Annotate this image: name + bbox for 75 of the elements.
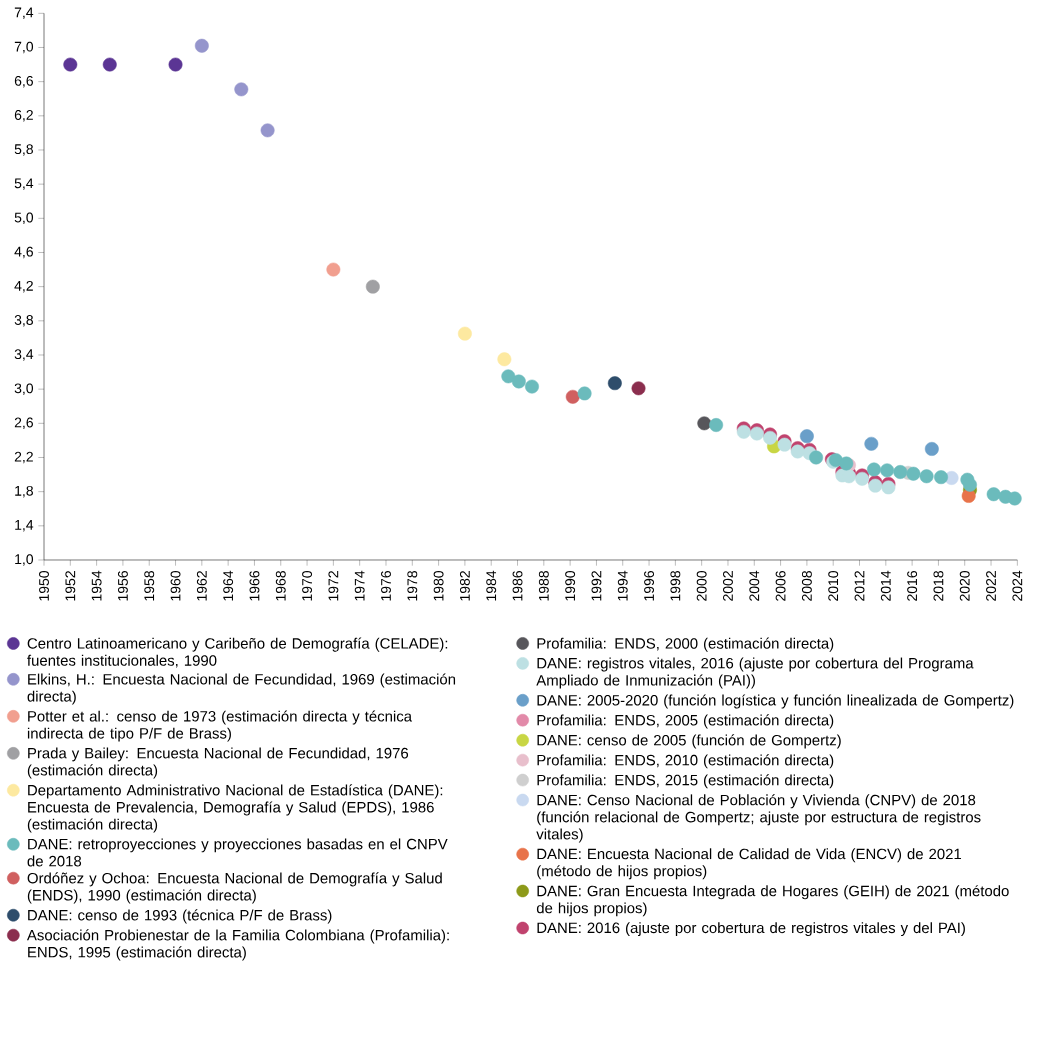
legend-label: DANE: censo de 2005 (función de Gompertz) — [537, 734, 841, 749]
x-tick-label: 2006 — [775, 571, 786, 601]
y-tick-label: 5,4 — [14, 178, 34, 190]
legend-label: Profamilia: ENDS, 2015 (estimación directa) — [537, 774, 834, 789]
x-tick-label: 2016 — [907, 571, 918, 601]
y-tick-label: 7,4 — [15, 7, 34, 20]
x-tick-label: 1958 — [144, 571, 155, 601]
x-tick-label: 2024 — [1012, 570, 1023, 601]
x-tick-label: 1960 — [170, 570, 181, 601]
x-tick-label: 1978 — [407, 571, 418, 601]
y-tick-label: 3,8 — [14, 315, 34, 327]
x-tick-label: 1996 — [644, 571, 655, 601]
legend-label: DANE: registros vitales, 2016 (ajuste por cobertura del Programa Ampliado de Inmunización (PAI)) — [536, 657, 974, 689]
x-tick-label: 2020 — [959, 570, 970, 601]
x-tick-label: 1982 — [460, 571, 471, 601]
x-tick-label: 2002 — [723, 571, 734, 601]
y-tick-label: 1,0 — [15, 554, 34, 566]
x-tick-label: 1990 — [565, 570, 576, 601]
legend-label: DANE: censo de 1993 (técnica P/F de Brass) — [28, 909, 332, 924]
legend-label: DANE: Gran Encuesta Integrada de Hogares (GEIH) de 2021 (método de hijos propios) — [537, 885, 1009, 917]
x-tick-label: 2000 — [696, 570, 707, 601]
legend-label: Centro Latinoamericano y Caribeño de Demografía (CELADE): fuentes institucionales, 1990 — [27, 637, 448, 668]
x-tick-label: 1976 — [381, 571, 392, 601]
legend-label: DANE: 2016 (ajuste por cobertura de registros vitales y del PAI) — [537, 922, 966, 937]
legend-label: DANE: Censo Nacional de Población y Vivienda (CNPV) de 2018 (función relacional de Gompertz; ajuste por estructura de registros vitales) — [536, 794, 981, 843]
x-tick-label: 1950 — [39, 570, 50, 601]
x-tick-label: 1970 — [302, 570, 313, 601]
x-tick-label: 1988 — [539, 571, 549, 601]
legend-label: Potter et al.: censo de 1973 (estimación directa y técnica indirecta de tipo P/F de Brass) — [28, 710, 413, 742]
x-tick-label: 1984 — [486, 570, 497, 601]
legend-label: DANE: Encuesta Nacional de Calidad de Vida (ENCV) de 2021 (método de hijos propios) — [537, 848, 962, 880]
x-tick-label: 1980 — [433, 570, 444, 601]
x-tick-label: 1954 — [91, 570, 102, 601]
legend-label: DANE: 2005-2020 (función logística y función linealizada de Gompertz) — [537, 694, 1014, 709]
x-tick-label: 1956 — [118, 571, 129, 601]
x-tick-label: 1998 — [670, 571, 681, 601]
legend-label: Asociación Probienestar de la Familia Colombiana (Profamilia): ENDS, 1995 (estimación directa) — [27, 929, 449, 961]
x-tick-label: 1964 — [223, 570, 234, 601]
legend-label: Profamilia: ENDS, 2005 (estimación directa) — [537, 714, 834, 729]
legend-label: Profamilia: ENDS, 2010 (estimación directa) — [537, 754, 834, 769]
y-tick-label: 5,0 — [14, 212, 34, 225]
x-tick-label: 2008 — [802, 571, 813, 601]
x-tick-label: 2010 — [828, 570, 839, 601]
y-tick-label: 3,4 — [14, 349, 34, 361]
legend-label: Ordóñez y Ochoa: Encuesta Nacional de Demografía y Salud (ENDS), 1990 (estimación directa) — [27, 872, 442, 904]
y-tick-label: 3,0 — [14, 383, 34, 395]
x-tick-label: 1994 — [617, 570, 628, 601]
legend-label: Departamento Administrativo Nacional de Estadística (DANE): Encuesta de Prevalencia, Demografía y Salud (EPDS), 1986 (estimación directa) — [28, 784, 443, 833]
y-tick-label: 2,2 — [15, 451, 34, 464]
x-tick-label: 2014 — [881, 570, 891, 601]
x-tick-label: 1952 — [65, 571, 76, 601]
y-tick-label: 5,8 — [14, 144, 34, 156]
y-tick-label: 2,6 — [15, 417, 34, 430]
x-tick-label: 1986 — [512, 571, 523, 601]
x-tick-label: 1972 — [328, 571, 339, 601]
y-tick-label: 7,0 — [15, 41, 34, 54]
y-tick-label: 1,4 — [15, 520, 34, 532]
y-tick-label: 4,2 — [14, 280, 34, 293]
legend-label: Elkins, H.: Encuesta Nacional de Fecundidad, 1969 (estimación directa) — [27, 673, 456, 705]
x-tick-label: 2018 — [933, 571, 944, 601]
x-tick-label: 1992 — [591, 571, 602, 601]
x-tick-label: 1974 — [354, 570, 365, 601]
legend-label: DANE: retroproyecciones y proyecciones basadas en el CNPV de 2018 — [27, 838, 448, 867]
y-tick-label: 6,6 — [15, 75, 34, 88]
legend-label: Prada y Bailey: Encuesta Nacional de Fecundidad, 1976 (estimación directa) — [28, 747, 409, 779]
x-tick-label: 1966 — [249, 571, 260, 601]
x-tick-label: 2022 — [986, 571, 997, 601]
x-tick-label: 2004 — [749, 570, 760, 601]
y-tick-label: 1,8 — [15, 485, 34, 498]
x-tick-label: 2012 — [854, 571, 865, 601]
y-tick-label: 4,6 — [14, 246, 34, 259]
x-tick-label: 1968 — [275, 571, 286, 601]
y-tick-label: 6,2 — [15, 110, 34, 122]
x-tick-label: 1962 — [197, 571, 207, 601]
legend-label: Profamilia: ENDS, 2000 (estimación directa) — [537, 637, 834, 652]
